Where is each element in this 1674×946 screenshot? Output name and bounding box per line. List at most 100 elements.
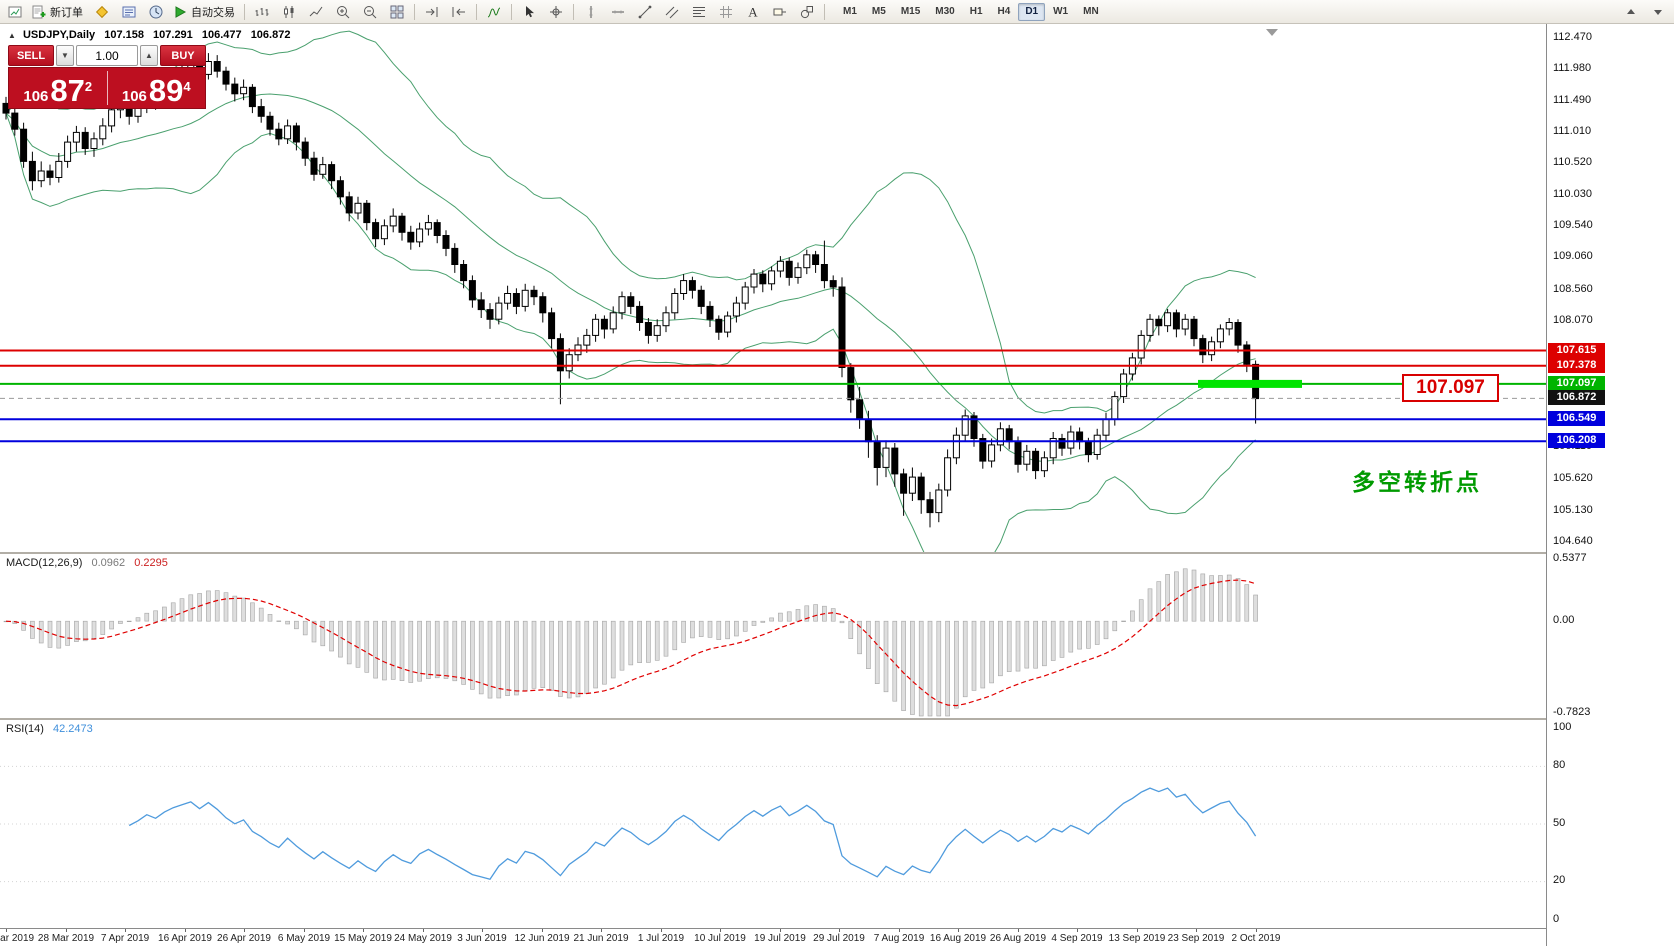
toolbar-buttons: 新订单 自动交易 A (2, 1, 828, 23)
buy-price-pips: 89 (148, 73, 184, 108)
date-axis-label: 7 Apr 2019 (100, 933, 150, 944)
price-axis-label: 104.640 (1553, 535, 1593, 547)
price-axis-label: 110.030 (1553, 188, 1592, 200)
sell-price-point: 2 (84, 79, 93, 94)
cursor-icon (526, 5, 534, 17)
macd-pane[interactable] (0, 554, 1546, 718)
one-click-collapse-icon[interactable]: ▲ (8, 31, 16, 40)
timeframe-button-m1[interactable]: M1 (843, 5, 857, 17)
navigator-icon[interactable] (143, 1, 169, 23)
main-price-chart[interactable] (0, 24, 1546, 552)
price-axis[interactable]: 0.5377 0.00 -0.7823 100 80 50 20 0 112.4… (1546, 24, 1674, 946)
date-axis-label: 15 May 2019 (334, 933, 392, 944)
new-chart-icon[interactable] (2, 1, 28, 23)
pane-splitter[interactable] (0, 552, 1546, 554)
horizontal-line-icon (612, 10, 624, 13)
text-icon[interactable]: A (740, 1, 766, 23)
quote-low: 106.477 (201, 29, 242, 41)
current-price-price-tag: 106.872 (1548, 390, 1605, 405)
pivot-green-price-tag: 107.097 (1548, 376, 1605, 391)
horizontal-line-icon[interactable] (605, 1, 631, 23)
timeframe-button-w1[interactable]: W1 (1053, 5, 1069, 17)
bar-chart-icon[interactable] (249, 1, 275, 23)
auto-scroll-icon[interactable] (419, 1, 445, 23)
sell-price-pips: 87 (50, 73, 85, 108)
zoom-out-icon[interactable] (357, 1, 383, 23)
macd-label: MACD(12,26,9) 0.0962 0.2295 (6, 557, 168, 569)
date-axis-label: 1 Jul 2019 (637, 933, 685, 944)
buy-button[interactable]: BUY (160, 45, 206, 66)
trendline-icon[interactable] (632, 1, 658, 23)
toolbar-right-buttons (1618, 1, 1671, 23)
svg-text:A: A (748, 4, 758, 19)
timeframe-button-m30[interactable]: M30 (935, 5, 955, 17)
symbol-period-label: USDJPY,Daily (22, 29, 96, 41)
date-axis-label: 2 Oct 2019 (1231, 933, 1281, 944)
pivot-price-callout[interactable]: 107.097 (1402, 374, 1499, 402)
scroll-up-icon[interactable] (1618, 1, 1644, 23)
date-axis-label: 24 May 2019 (394, 933, 452, 944)
bar-chart-icon (255, 7, 269, 16)
rsi-name: RSI(14) (6, 723, 44, 735)
buy-price[interactable]: 106 89 4 (108, 68, 206, 108)
lot-increase-button[interactable]: ▲ (140, 45, 158, 66)
fibonacci-icon[interactable] (686, 1, 712, 23)
date-tick (780, 929, 781, 932)
line-chart-icon[interactable] (303, 1, 329, 23)
shapes-icon[interactable] (794, 1, 820, 23)
new-order-button[interactable]: 新订单 (29, 1, 88, 23)
channel-icon (665, 6, 679, 18)
sell-price[interactable]: 106 87 2 (9, 68, 107, 108)
price-axis-label: 109.540 (1553, 219, 1593, 231)
price-axis-label: 109.060 (1553, 250, 1593, 262)
scroll-down-icon[interactable] (1645, 1, 1671, 23)
price-axis-label: 111.980 (1553, 62, 1592, 74)
lot-decrease-button[interactable]: ▼ (56, 45, 74, 66)
timeframe-bar: M1 M5 M15 M30 H1 H4 D1 W1 MN (836, 2, 1106, 21)
timeframe-button-m5[interactable]: M5 (871, 5, 886, 17)
rsi-scale-20: 20 (1553, 874, 1566, 886)
crosshair-icon[interactable] (543, 1, 569, 23)
chart-shift-icon[interactable] (446, 1, 472, 23)
sell-button[interactable]: SELL (8, 45, 54, 66)
timeframe-button-d1[interactable]: D1 (1018, 2, 1046, 21)
date-tick (542, 929, 543, 932)
autotrade-button[interactable]: 自动交易 (170, 1, 240, 23)
channel-icon[interactable] (659, 1, 685, 23)
lot-size-input[interactable] (76, 45, 138, 66)
label-icon[interactable] (767, 1, 793, 23)
price-axis-label: 108.070 (1553, 314, 1593, 326)
timeframe-button-m15[interactable]: M15 (900, 5, 921, 17)
date-tick (125, 929, 126, 932)
date-tick (601, 929, 602, 932)
vertical-line-icon[interactable] (578, 1, 604, 23)
date-axis-label: 3 Jun 2019 (457, 933, 507, 944)
tile-windows-icon (390, 5, 404, 18)
zoom-in-icon[interactable] (330, 1, 356, 23)
sell-price-big: 106 (23, 88, 49, 105)
new-chart-icon (8, 6, 22, 17)
rsi-pane[interactable] (0, 720, 1546, 928)
autotrade-button-label: 自动交易 (191, 6, 235, 19)
timeframe-button-mn[interactable]: MN (1083, 5, 1099, 17)
market-watch-icon[interactable] (116, 1, 142, 23)
date-tick (244, 929, 245, 932)
tile-windows-icon[interactable] (384, 1, 410, 23)
pivot-note-text[interactable]: 多空转折点 (1352, 469, 1482, 495)
candlestick-chart-icon[interactable] (276, 1, 302, 23)
indicators-icon[interactable] (481, 1, 507, 23)
date-tick (661, 929, 662, 932)
timeframe-button-h4[interactable]: H4 (997, 5, 1011, 17)
pane-splitter[interactable] (0, 718, 1546, 720)
trendline-icon (638, 5, 652, 18)
cursor-icon[interactable] (516, 1, 542, 23)
zoom-in-icon (337, 5, 350, 18)
meta-editor-icon[interactable] (89, 1, 115, 23)
price-axis-label: 105.130 (1553, 504, 1593, 516)
date-axis-label: 16 Apr 2019 (158, 933, 212, 944)
grid-icon[interactable] (713, 1, 739, 23)
timeframe-button-h1[interactable]: H1 (969, 5, 983, 17)
text-icon: A (748, 4, 758, 19)
new-order-button-label: 新订单 (50, 6, 83, 19)
